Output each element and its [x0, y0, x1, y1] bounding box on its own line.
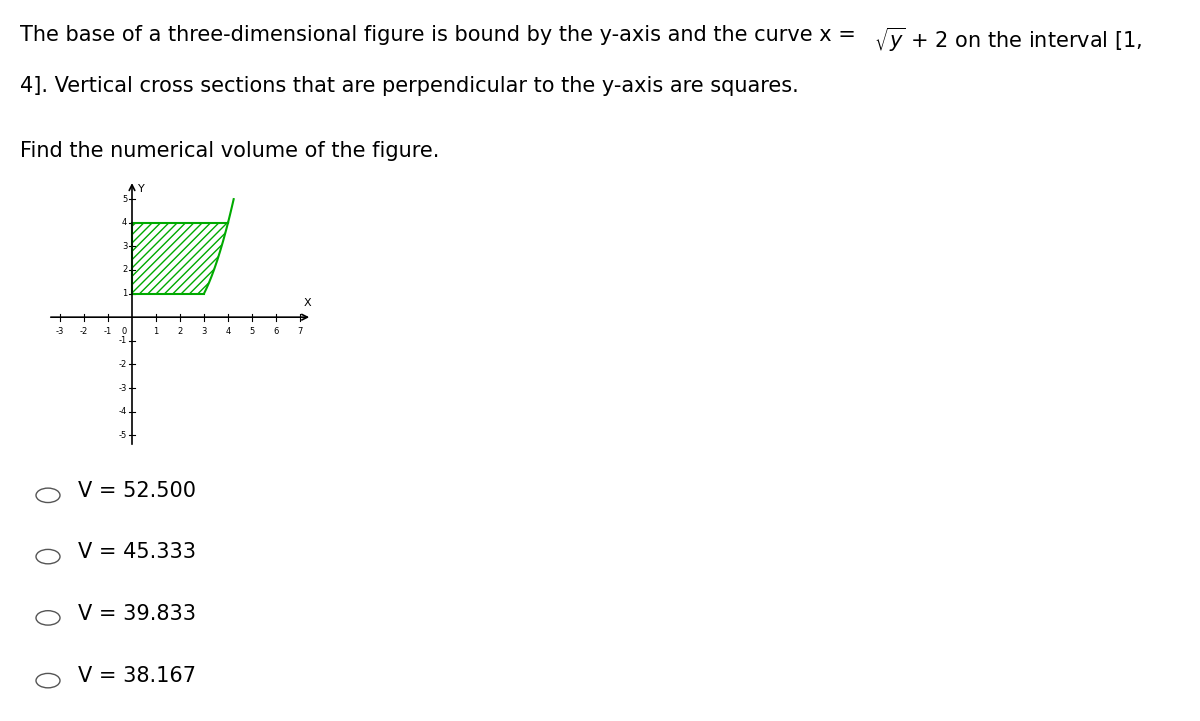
Text: 2: 2: [122, 265, 127, 275]
Text: X: X: [304, 298, 311, 308]
Text: 3: 3: [122, 242, 127, 251]
Text: Y: Y: [138, 184, 145, 194]
Text: 2: 2: [178, 327, 182, 335]
Text: Find the numerical volume of the figure.: Find the numerical volume of the figure.: [20, 141, 439, 161]
Text: V = 39.833: V = 39.833: [78, 603, 196, 624]
Text: 3: 3: [202, 327, 206, 335]
Text: 7: 7: [298, 327, 302, 335]
Text: -5: -5: [119, 430, 127, 440]
Text: -3: -3: [56, 327, 64, 335]
Text: 4: 4: [122, 218, 127, 227]
Text: 4]. Vertical cross sections that are perpendicular to the y-axis are squares.: 4]. Vertical cross sections that are per…: [20, 76, 799, 96]
Text: V = 38.167: V = 38.167: [78, 666, 196, 686]
Text: -4: -4: [119, 407, 127, 416]
Text: 4: 4: [226, 327, 230, 335]
Text: 6: 6: [274, 327, 278, 335]
Text: 1: 1: [154, 327, 158, 335]
Text: $\sqrt{y}$ + 2 on the interval [1,: $\sqrt{y}$ + 2 on the interval [1,: [874, 25, 1142, 53]
Text: -3: -3: [119, 384, 127, 392]
Text: -2: -2: [119, 360, 127, 369]
Text: V = 52.500: V = 52.500: [78, 481, 196, 501]
Text: 5: 5: [250, 327, 254, 335]
Text: 0: 0: [122, 327, 127, 335]
Text: The base of a three-dimensional figure is bound by the y-axis and the curve x =: The base of a three-dimensional figure i…: [20, 25, 863, 45]
Text: -1: -1: [119, 336, 127, 345]
Text: 5: 5: [122, 195, 127, 203]
Text: -2: -2: [80, 327, 88, 335]
Text: 1: 1: [122, 289, 127, 298]
Text: V = 45.333: V = 45.333: [78, 542, 196, 562]
Text: -1: -1: [104, 327, 112, 335]
